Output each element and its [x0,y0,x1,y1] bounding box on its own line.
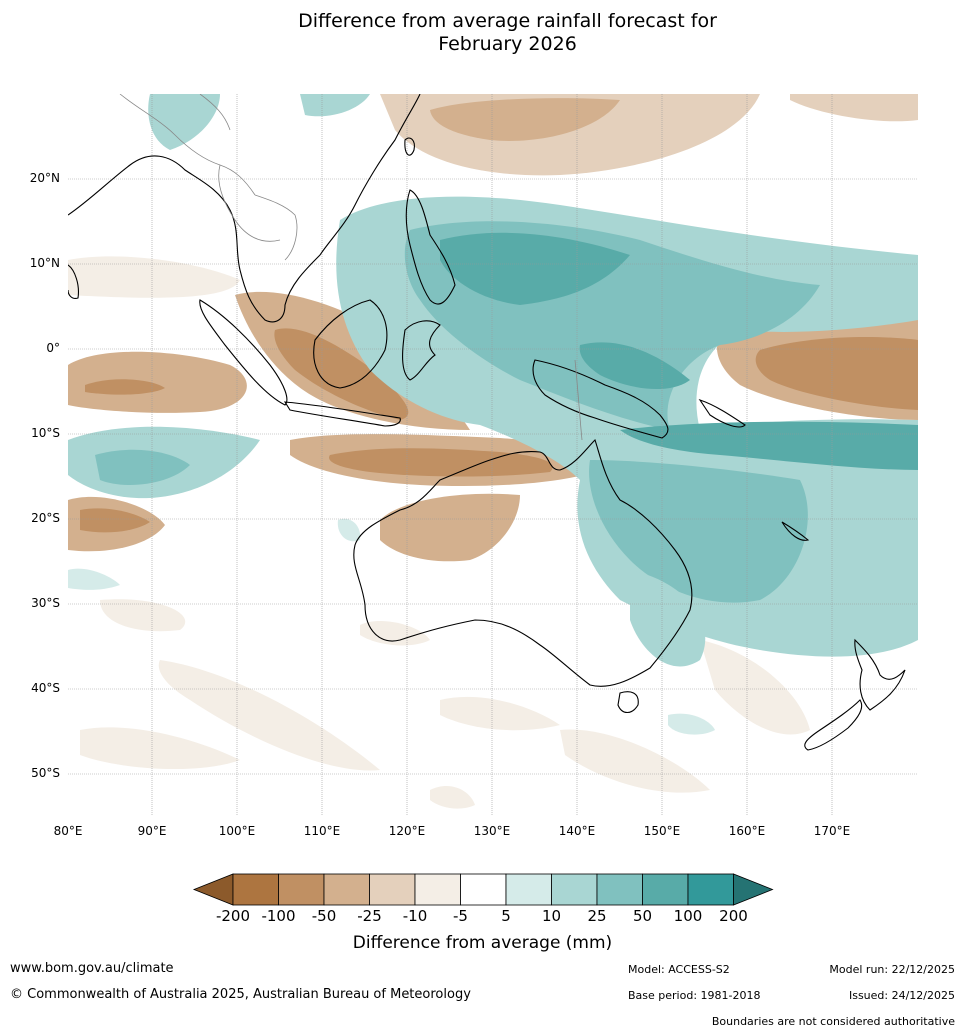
tasmania-coastline [617,691,639,714]
java-coastline [283,401,401,427]
colorbar-tick-label: 100 [673,907,703,925]
graticule [68,94,918,816]
new-guinea-coastline [532,359,669,439]
lon-label-80e: 80°E [53,824,83,838]
colorbar-tick-label: -100 [261,907,296,925]
new-caledonia-coastline [781,521,810,541]
colorbar-swatch [323,873,370,906]
lon-label-150e: 150°E [643,824,681,838]
colorbar-swatch [505,873,552,906]
wet-anomaly-areas [68,94,918,735]
lat-label-20n: 20°N [29,171,60,185]
australia-coastline [353,438,693,687]
colorbar-extend-high [733,873,774,906]
country-boundaries [119,94,583,441]
colorbar-label: Difference from average (mm) [352,933,613,953]
lat-label-30s: 30°S [31,596,60,610]
slightly-dry-areas [68,256,810,809]
boundaries-disclaimer: Boundaries are not considered authoritat… [711,1015,955,1028]
lat-label-10n: 10°N [29,256,60,270]
borneo-coastline [313,299,388,389]
lat-label-40s: 40°S [31,681,60,695]
colorbar-swatch [414,873,461,906]
colorbar-tick-label: -50 [311,907,337,925]
lon-label-120e: 120°E [388,824,426,838]
title-line-2: February 2026 [438,33,577,55]
model-text: Model: ACCESS-S2 [628,963,730,976]
colorbar-tick-label: -25 [357,907,382,925]
colorbar-swatch [687,873,734,906]
colorbar-tick-label: -10 [402,907,428,925]
coastlines [68,94,906,751]
colorbar-tick-label: 25 [587,907,607,925]
colorbar-swatch [232,873,279,906]
colorbar-tick-label: 50 [632,907,653,925]
issued-text: Issued: 24/12/2025 [848,989,955,1002]
lon-label-130e: 130°E [473,824,511,838]
colorbar-tick-label: 5 [501,907,511,925]
new-zealand-north-coastline [854,638,906,711]
copyright-text: © Commonwealth of Australia 2025, Austra… [10,987,471,1002]
colorbar [192,873,774,906]
colorbar-tick-label: 200 [719,907,748,925]
lon-label-170e: 170°E [813,824,851,838]
title-line-1: Difference from average rainfall forecas… [298,10,717,32]
lon-label-90e: 90°E [137,824,167,838]
philippines-coastline [405,189,456,305]
colorbar-tick-label: -5 [453,907,468,925]
lon-label-100e: 100°E [218,824,256,838]
colorbar-swatch [596,873,643,906]
lat-label-0: 0° [46,341,60,355]
colorbar-swatch [642,873,689,906]
website-text: www.bom.gov.au/climate [10,961,174,976]
dry-anomaly-areas [68,94,918,562]
colorbar-swatch [551,873,598,906]
lat-label-10s: 10°S [31,426,60,440]
map-title: Difference from average rainfall forecas… [0,10,965,56]
base-period-text: Base period: 1981-2018 [628,989,761,1002]
lon-label-160e: 160°E [728,824,766,838]
colorbar-tick-label: 10 [541,907,562,925]
colorbar-extend-low [192,873,234,906]
india-coastline [68,264,79,299]
model-run-text: Model run: 22/12/2025 [829,963,955,976]
colorbar-swatch [460,873,507,906]
colorbar-swatch [369,873,416,906]
lon-label-140e: 140°E [558,824,596,838]
colorbar-swatch [278,873,325,906]
lat-label-20s: 20°S [31,511,60,525]
lat-label-50s: 50°S [31,766,60,780]
colorbar-tick-label: -200 [215,907,251,925]
rainfall-anomaly-field [68,94,918,809]
sumatra-coastline [199,299,288,406]
sulawesi-coastline [402,320,441,381]
solomon-islands-coastline [698,398,746,428]
lon-label-110e: 110°E [303,824,341,838]
asia-mainland-coastline [68,94,421,323]
taiwan-coastline [404,137,415,156]
new-zealand-south-coastline [804,699,863,751]
